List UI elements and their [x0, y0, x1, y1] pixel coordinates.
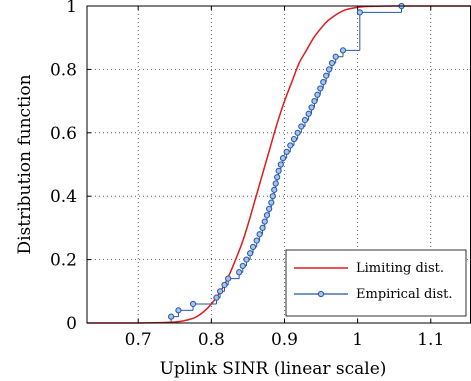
empirical-point [314, 91, 321, 98]
y-tick-label: 0.6 [50, 124, 77, 144]
legend: Limiting dist. Empirical dist. [285, 249, 467, 317]
y-tick-label: 0 [66, 314, 77, 334]
y-tick-label: 1 [66, 0, 77, 17]
empirical-point [225, 275, 232, 282]
legend-label-empirical: Empirical dist. [356, 287, 453, 302]
empirical-point [323, 72, 330, 79]
x-axis-label: Uplink SINR (linear scale) [160, 359, 387, 379]
empirical-point [239, 262, 246, 270]
empirical-point [268, 199, 275, 206]
empirical-point [249, 243, 257, 251]
empirical-point [298, 123, 305, 130]
empirical-point [356, 9, 363, 16]
empirical-point [259, 224, 266, 231]
empirical-point [217, 288, 224, 295]
series-empirical-dist [168, 2, 471, 323]
y-axis-label: Distribution function [15, 74, 35, 254]
empirical-point [311, 98, 318, 105]
tick-labels: 0.7 0.8 0.9 1 1.1 0 0.2 0.4 0.6 0.8 1 [50, 0, 444, 350]
x-tick-label: 1.1 [417, 330, 444, 350]
empirical-point [290, 136, 298, 143]
x-tick-label: 0.9 [271, 330, 298, 350]
x-tick-label: 0.8 [198, 330, 225, 350]
empirical-point [308, 104, 315, 111]
series-limiting-dist [86, 5, 471, 324]
empirical-point [328, 59, 336, 67]
empirical-point [266, 205, 273, 212]
empirical-point [168, 313, 175, 320]
empirical-point [213, 294, 220, 301]
empirical-point [339, 47, 347, 54]
empirical-point [189, 300, 197, 308]
empirical-point [326, 66, 333, 73]
empirical-point [236, 269, 243, 276]
empirical-point [279, 155, 287, 162]
empirical-point [263, 212, 271, 219]
empirical-point [287, 142, 294, 149]
legend-label-limiting: Limiting dist. [356, 261, 444, 276]
empirical-point [301, 117, 309, 124]
empirical-point [256, 231, 263, 238]
y-tick-label: 0.2 [50, 251, 77, 271]
empirical-point [317, 85, 324, 92]
legend-marker-empirical [317, 290, 325, 298]
limiting-dist-curve [86, 5, 471, 324]
empirical-point [277, 161, 284, 168]
y-tick-label: 0.8 [50, 60, 77, 80]
empirical-point [274, 174, 281, 181]
empirical-point [320, 78, 327, 86]
empirical-point [305, 110, 312, 117]
x-tick-label: 1 [352, 330, 363, 350]
empirical-point [283, 148, 290, 155]
empirical-point [175, 307, 182, 314]
x-tick-label: 0.7 [125, 330, 152, 350]
legend-box [285, 249, 467, 317]
empirical-point [272, 180, 279, 187]
empirical-point [332, 53, 339, 60]
empirical-point [275, 167, 282, 174]
empirical-point [269, 193, 276, 200]
axis-ticks [87, 5, 432, 324]
empirical-point [247, 250, 254, 257]
empirical-point [261, 218, 268, 225]
empirical-point [294, 129, 301, 136]
empirical-point [253, 237, 260, 244]
empirical-point [243, 256, 250, 263]
empirical-point [221, 281, 228, 289]
empirical-point [271, 186, 278, 193]
y-tick-label: 0.4 [50, 187, 77, 207]
